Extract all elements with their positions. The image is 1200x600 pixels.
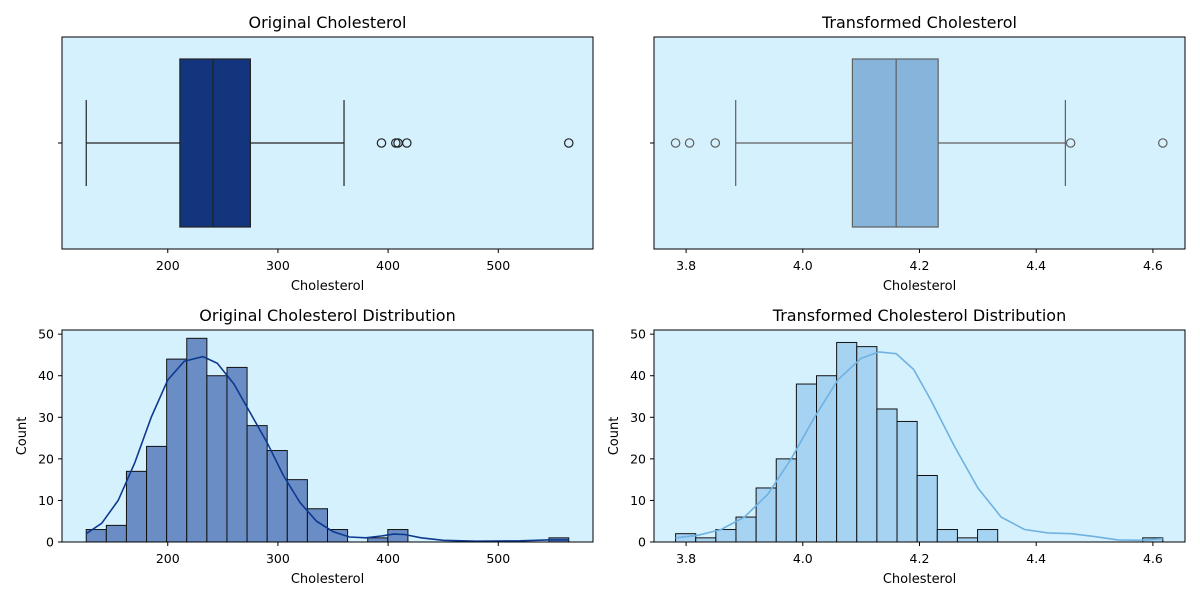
outlier-point bbox=[684, 138, 695, 148]
x-axis-label: Cholesterol bbox=[883, 279, 956, 294]
histogram-bar bbox=[206, 375, 228, 543]
outlier-point bbox=[1065, 138, 1076, 148]
x-tick-label: 4.2 bbox=[910, 258, 930, 273]
x-tick-label: 400 bbox=[376, 258, 400, 273]
x-tick-label: 300 bbox=[266, 258, 290, 273]
histogram-bar bbox=[105, 524, 127, 543]
histogram-bar bbox=[856, 346, 878, 543]
x-tick-label: 3.8 bbox=[676, 551, 696, 566]
y-tick-label: 10 bbox=[630, 493, 646, 508]
plot-frame bbox=[61, 329, 594, 543]
x-tick-label: 300 bbox=[266, 551, 290, 566]
outlier-point bbox=[710, 138, 721, 148]
histogram-bar bbox=[715, 529, 737, 543]
histogram-bar bbox=[775, 458, 797, 543]
plot-frame bbox=[61, 36, 594, 250]
box-iqr bbox=[179, 58, 251, 228]
histogram-bar bbox=[387, 529, 409, 543]
plot-frame bbox=[653, 329, 1186, 543]
y-tick-label: 50 bbox=[630, 327, 646, 342]
chart-1: Original Cholesterol Cholesterol 200 300 400… bbox=[58, 13, 594, 294]
chart-2: Transformed Cholesterol Cholesterol 3.8 4.0… bbox=[650, 13, 1186, 294]
histogram-bar bbox=[936, 529, 958, 543]
histogram-bar bbox=[795, 383, 818, 543]
chart-title: Original Cholesterol Distribution bbox=[199, 306, 455, 325]
histogram-bar bbox=[186, 337, 208, 543]
histogram-bar bbox=[956, 537, 979, 543]
x-tick-label: 4.4 bbox=[1026, 258, 1046, 273]
y-tick-label: 0 bbox=[638, 535, 646, 550]
outlier-point bbox=[563, 138, 574, 148]
x-tick-label: 400 bbox=[376, 551, 400, 566]
x-axis-label: Cholesterol bbox=[291, 572, 364, 587]
y-axis-label: Count bbox=[607, 417, 622, 456]
x-tick-label: 3.8 bbox=[676, 258, 696, 273]
x-tick-label: 200 bbox=[156, 551, 180, 566]
histogram-bar bbox=[166, 358, 188, 543]
y-tick-label: 30 bbox=[38, 410, 54, 425]
y-tick-label: 0 bbox=[46, 535, 54, 550]
y-tick-label: 50 bbox=[38, 327, 54, 342]
histogram-bar bbox=[876, 408, 898, 543]
histogram-bar bbox=[125, 470, 148, 543]
histogram-bar bbox=[246, 425, 268, 543]
kde-line bbox=[675, 351, 1163, 542]
histogram-bar bbox=[695, 537, 717, 543]
outlier-point bbox=[376, 138, 387, 148]
histogram-bar bbox=[916, 474, 938, 543]
chart-title: Transformed Cholesterol bbox=[821, 13, 1017, 32]
outlier-point bbox=[402, 138, 412, 148]
x-axis-label: Cholesterol bbox=[291, 279, 364, 294]
histogram-bar bbox=[896, 420, 918, 543]
histogram-bar bbox=[146, 445, 168, 543]
x-tick-label: 4.4 bbox=[1026, 551, 1046, 566]
kde-line bbox=[85, 355, 569, 543]
x-axis-label: Cholesterol bbox=[883, 572, 956, 587]
x-tick-label: 4.6 bbox=[1143, 258, 1163, 273]
chart-title: Original Cholesterol bbox=[249, 13, 407, 32]
histogram-bar bbox=[226, 366, 248, 543]
plot-frame bbox=[653, 36, 1186, 250]
y-tick-label: 20 bbox=[630, 451, 646, 466]
y-tick-label: 30 bbox=[630, 410, 646, 425]
x-tick-label: 4.0 bbox=[793, 258, 813, 273]
y-tick-label: 20 bbox=[38, 451, 54, 466]
x-tick-label: 200 bbox=[156, 258, 180, 273]
x-tick-label: 500 bbox=[486, 551, 510, 566]
y-tick-label: 10 bbox=[38, 493, 54, 508]
histogram-bar bbox=[286, 479, 308, 543]
x-tick-label: 4.2 bbox=[910, 551, 930, 566]
y-tick-label: 40 bbox=[38, 368, 54, 383]
histogram-bar bbox=[367, 537, 389, 543]
x-tick-label: 500 bbox=[486, 258, 510, 273]
chart-title: Transformed Cholesterol Distribution bbox=[772, 306, 1066, 325]
histogram-bar bbox=[816, 375, 838, 543]
x-tick-label: 4.0 bbox=[793, 551, 813, 566]
x-tick-label: 4.6 bbox=[1143, 551, 1163, 566]
y-axis-label: Count bbox=[15, 417, 30, 456]
chart-3: Original Cholesterol Distribution Cholest… bbox=[15, 306, 594, 587]
box-iqr bbox=[851, 58, 939, 228]
outlier-point bbox=[1158, 138, 1168, 148]
y-tick-label: 40 bbox=[630, 368, 646, 383]
outlier-point bbox=[670, 138, 681, 148]
chart-4: Transformed Cholesterol Distribution Chol… bbox=[607, 306, 1186, 587]
histogram-bar bbox=[977, 529, 999, 543]
